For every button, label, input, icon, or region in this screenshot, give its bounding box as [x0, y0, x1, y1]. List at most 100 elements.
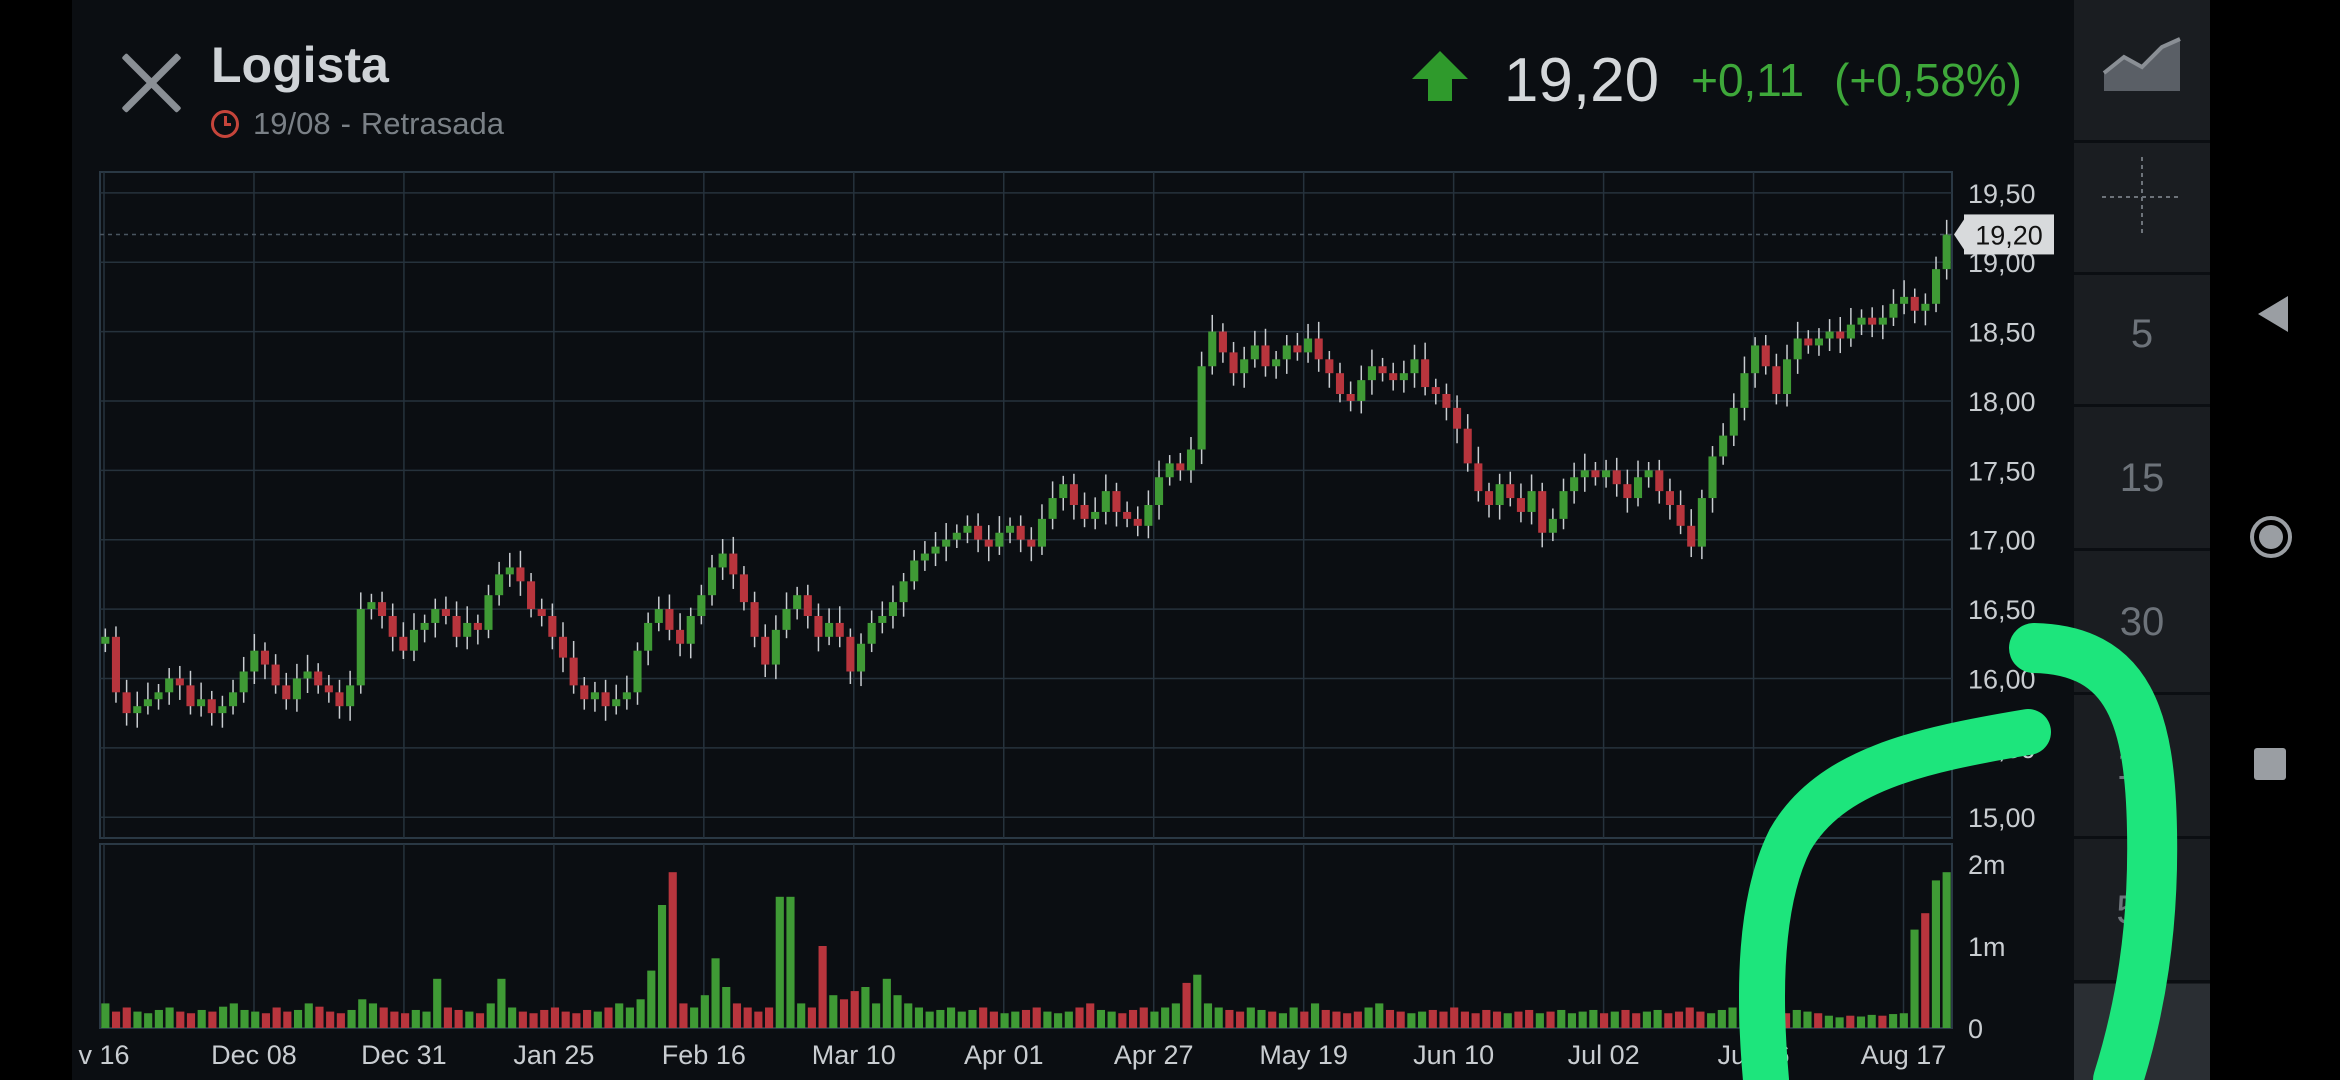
candle-body — [1570, 477, 1579, 492]
home-icon[interactable] — [2250, 516, 2292, 558]
candle-body — [143, 699, 152, 707]
candle-body — [1272, 359, 1281, 367]
volume-bar — [1921, 913, 1930, 1028]
candle-body — [782, 609, 791, 630]
candle-body — [1548, 518, 1557, 533]
volume-panel-frame — [99, 843, 1953, 1029]
time-tick-label: Feb 16 — [662, 1040, 746, 1070]
interval-30-button[interactable]: 30 — [2074, 552, 2210, 695]
candle-body — [537, 609, 546, 616]
volume-tick-label: 0 — [1968, 1014, 1983, 1044]
candle-body — [1836, 331, 1845, 339]
volume-bar — [1567, 1013, 1577, 1028]
candle-body — [495, 574, 504, 596]
candle-body — [260, 650, 270, 665]
candle-body — [356, 609, 365, 686]
candle-body — [1857, 317, 1866, 325]
volume-bar — [690, 1007, 699, 1028]
volume-bar — [390, 1011, 399, 1028]
volume-bar — [1525, 1009, 1534, 1028]
volume-bar — [1856, 1016, 1866, 1028]
candle-body — [186, 685, 195, 707]
last-price-tag — [1964, 214, 2054, 255]
volume-bar — [1696, 1011, 1705, 1028]
delay-status: Retrasada — [360, 106, 504, 141]
interval-5-button[interactable]: 5 — [2074, 264, 2210, 407]
candle-body — [1804, 338, 1813, 346]
volume-bar — [1782, 1013, 1791, 1028]
volume-bar — [711, 958, 720, 1028]
time-tick-label: Dec 08 — [211, 1040, 297, 1070]
volume-bar — [722, 987, 731, 1028]
volume-bar — [1139, 1007, 1148, 1028]
candle-body — [1889, 303, 1898, 318]
candle-body — [1357, 380, 1366, 401]
candle-body — [580, 685, 589, 700]
volume-bar — [1021, 1009, 1031, 1028]
volume-bar — [1878, 1015, 1887, 1028]
volume-bar — [1910, 929, 1919, 1028]
volume-bar — [636, 999, 645, 1028]
recents-icon[interactable] — [2254, 748, 2286, 780]
candle-body — [899, 581, 908, 603]
volume-bar — [1803, 1011, 1812, 1028]
price-tick-label: 18,00 — [1968, 387, 2036, 417]
candle-body — [1048, 498, 1057, 519]
time-tick-label: Jun 10 — [1413, 1040, 1494, 1070]
volume-bar — [1343, 1013, 1352, 1028]
time-tick-label: Jul 02 — [1568, 1040, 1640, 1070]
volume-bar — [946, 1007, 956, 1028]
volume-bar — [679, 1003, 688, 1028]
time-tick-label: Jul 26 — [1718, 1040, 1790, 1070]
volume-bar — [176, 1011, 185, 1028]
candle-body — [771, 629, 780, 665]
volume-bar — [1418, 1011, 1427, 1028]
chart-toolbar: 5 15 30 1H 5H D — [2074, 0, 2210, 1080]
candle-body — [665, 609, 674, 630]
volume-bar — [133, 1011, 142, 1028]
candle-body — [1421, 359, 1430, 388]
volume-bar — [1610, 1011, 1619, 1028]
volume-bar — [1889, 1014, 1898, 1028]
interval-15-button[interactable]: 15 — [2074, 408, 2210, 551]
candle-body — [548, 616, 557, 637]
interval-5h-button[interactable]: 5H — [2074, 840, 2210, 983]
volume-bar — [593, 1011, 602, 1028]
volume-bar — [144, 1013, 153, 1028]
candle-body — [1314, 338, 1323, 360]
volume-bar — [668, 872, 677, 1028]
candle-body — [484, 595, 493, 630]
volume-bar — [925, 1011, 934, 1028]
candle-body — [1378, 366, 1387, 374]
volume-bar — [1289, 1007, 1298, 1028]
crosshair-button[interactable] — [2074, 132, 2210, 275]
volume-bar — [1621, 1009, 1630, 1028]
volume-bar — [700, 995, 709, 1028]
volume-bar — [379, 1007, 388, 1028]
interval-1h-button[interactable]: 1H — [2074, 696, 2210, 839]
volume-bar — [904, 1003, 913, 1028]
candle-body — [995, 532, 1004, 547]
candle-body — [1112, 491, 1121, 512]
candle-body — [516, 567, 525, 582]
volume-bar — [1600, 1013, 1609, 1028]
price-change-percent: (+0,58%) — [1834, 54, 2022, 106]
volume-bar — [1535, 1013, 1544, 1028]
volume-bar — [914, 1007, 924, 1028]
volume-bar — [1471, 1013, 1480, 1028]
volume-bar — [839, 999, 849, 1028]
back-icon[interactable] — [2258, 296, 2288, 332]
volume-bar — [186, 1013, 196, 1028]
time-tick-label: Jan 25 — [513, 1040, 594, 1070]
volume-bar — [1760, 1009, 1769, 1028]
chart-type-button[interactable] — [2074, 0, 2210, 143]
interval-d-button[interactable]: D — [2074, 984, 2210, 1080]
volume-bar — [1846, 1015, 1855, 1028]
candle-body — [697, 595, 706, 616]
candle-body — [441, 609, 450, 616]
time-tick-label: Mar 10 — [812, 1040, 896, 1070]
volume-bar — [829, 995, 838, 1028]
candle-body — [1612, 470, 1621, 485]
candle-body — [1282, 345, 1291, 360]
